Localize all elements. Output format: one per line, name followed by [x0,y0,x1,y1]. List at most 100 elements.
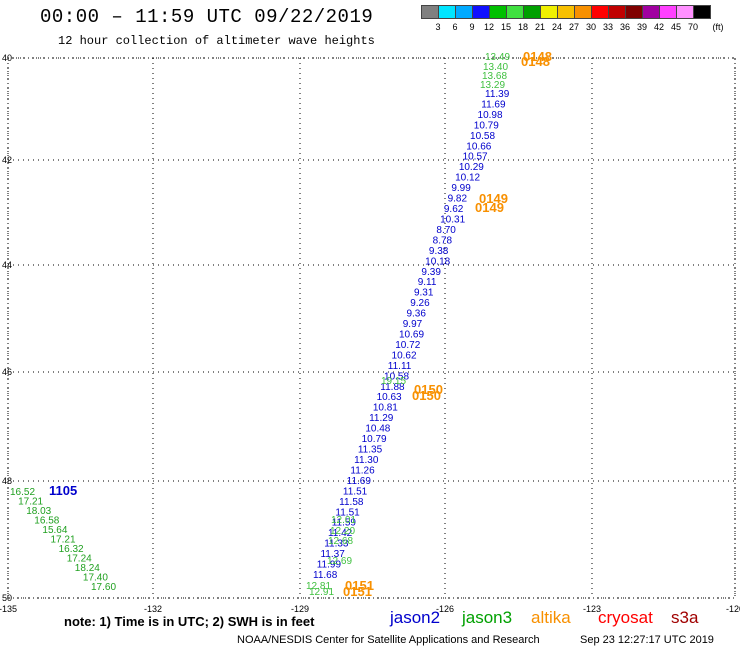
jason3-swh-label: 12.81 [306,581,331,592]
jason2-swh-label: 10.98 [478,110,503,121]
legend-s3a: s3a [671,608,699,627]
jason2-swh-label: 11.29 [369,413,394,424]
jason2-swh-label: 9.39 [421,267,441,278]
colorbar-label: 36 [619,22,631,32]
jason2-swh-label: 10.79 [362,434,387,445]
jason2-pass-label: 1105 [49,483,77,498]
jason2-swh-label: 10.72 [395,340,420,351]
jason3-west-swh-label: 17.24 [67,554,92,565]
jason2-swh-label: 11.33 [324,539,349,550]
legend-jason2: jason2 [390,608,441,627]
jason2-swh-label: 10.12 [455,173,480,184]
jason2-swh-label: 11.51 [343,486,368,497]
colorbar-label: 70 [687,22,699,32]
altika-pass-label: 0150 [412,388,441,403]
jason2-swh-label: 11.37 [320,549,345,560]
colorbar-label: 12 [483,22,495,32]
colorbar-label: 30 [585,22,597,32]
jason2-swh-label: 9.99 [451,183,471,194]
jason2-swh-label: 10.31 [440,214,465,225]
longitude-tick-label: -132 [144,604,162,614]
colorbar-label: 45 [670,22,682,32]
jason2-swh-label: 9.26 [410,298,430,309]
jason3-west-swh-label: 17.60 [91,582,116,593]
jason3-swh-label: 12.20 [330,526,355,537]
credit-line: NOAA/NESDIS Center for Satellite Applica… [237,634,540,646]
altika-pass-label: 0148 [523,49,552,64]
latitude-tick-label: 44 [2,260,12,270]
latitude-tick-label: 40 [2,53,12,63]
latitude-tick-label: 46 [2,367,12,377]
jason2-swh-label: 11.35 [358,445,383,456]
jason3-swh-label: 12.69 [327,556,352,567]
colorbar-label: 27 [568,22,580,32]
altika-pass-label: 0151 [345,578,374,593]
jason2-swh-label: 11.88 [380,382,405,393]
jason2-swh-label: 11.99 [317,560,342,571]
colorbar-label: 21 [534,22,546,32]
legend-jason3: jason3 [462,608,513,627]
jason2-swh-label: 11.59 [332,518,357,529]
jason3-west-swh-label: 18.24 [75,563,100,574]
colorbar-labels: 3 6 9 12 15 18 21 24 27 30 33 36 39 42 45 70 (ft) [421,22,740,34]
longitude-tick-label: -135 [0,604,17,614]
legend-altika: altika [531,608,571,627]
longitude-tick-label: -120 [726,604,740,614]
jason2-swh-label: 10.81 [373,403,398,414]
colorbar-label: 18 [517,22,529,32]
jason2-swh-label: 10.66 [466,141,491,152]
jason3-west-swh-label: 15.64 [42,525,67,536]
colorbar-label: 42 [653,22,665,32]
jason2-swh-label: 10.29 [459,162,484,173]
map-frame [7,57,736,599]
jason3-swh-label: 12.68 [328,536,353,547]
jason2-swh-label: 9.38 [429,246,449,257]
jason3-swh-label: 12.91 [309,587,334,598]
colorbar-label: 15 [500,22,512,32]
jason2-swh-label: 8.78 [433,235,453,246]
altika-pass-label: 0149 [479,191,508,206]
colorbar-swatch [693,5,711,19]
jason2-swh-label: 11.68 [313,570,338,581]
longitude-tick-label: -126 [436,604,454,614]
altika-pass-label: 0148 [521,54,550,69]
jason2-swh-label: 9.36 [406,309,426,320]
jason2-swh-label: 11.30 [354,455,379,466]
altika-pass-label: 0149 [475,200,504,215]
jason3-swh-label: 13.29 [480,80,505,91]
map-title: 00:00 – 11:59 UTC 09/22/2019 [40,6,374,28]
altika-pass-label: 0150 [414,382,443,397]
longitude-tick-label: -123 [583,604,601,614]
jason3-west-swh-label: 18.03 [26,506,51,517]
colorbar-label: 33 [602,22,614,32]
altika-pass-label: 0151 [343,584,372,599]
jason3-swh-label: 12.01 [331,515,356,526]
colorbar-label: 6 [452,22,458,32]
units-note: note: 1) Time is in UTC; 2) SWH is in fe… [64,614,315,629]
jason2-swh-label: 11.69 [347,476,372,487]
wave-height-colorbar [421,5,711,21]
jason3-swh-label: 13.68 [482,71,507,82]
jason3-west-swh-label: 17.21 [18,497,43,508]
jason2-swh-label: 10.63 [377,392,402,403]
colorbar-label: 39 [636,22,648,32]
jason2-swh-label: 9.97 [403,319,423,330]
jason3-west-swh-label: 17.40 [83,573,108,584]
latitude-tick-label: 42 [2,155,12,165]
map-subtitle: 12 hour collection of altimeter wave hei… [58,34,375,48]
jason2-swh-label: 11.51 [335,507,360,518]
jason2-swh-label: 9.11 [418,277,437,288]
jason3-west-swh-label: 16.58 [34,516,59,527]
jason2-swh-label: 10.58 [470,131,495,142]
colorbar-label: 24 [551,22,563,32]
jason3-swh-label: 19.15 [381,376,406,387]
jason2-swh-label: 10.48 [365,424,390,435]
jason2-swh-label: 11.42 [328,528,353,539]
jason2-swh-label: 9.82 [448,194,468,205]
jason3-swh-label: 13.49 [485,52,510,63]
jason2-swh-label: 11.11 [388,361,412,372]
jason2-swh-label: 11.26 [350,465,375,476]
jason3-west-swh-label: 16.52 [10,487,35,498]
